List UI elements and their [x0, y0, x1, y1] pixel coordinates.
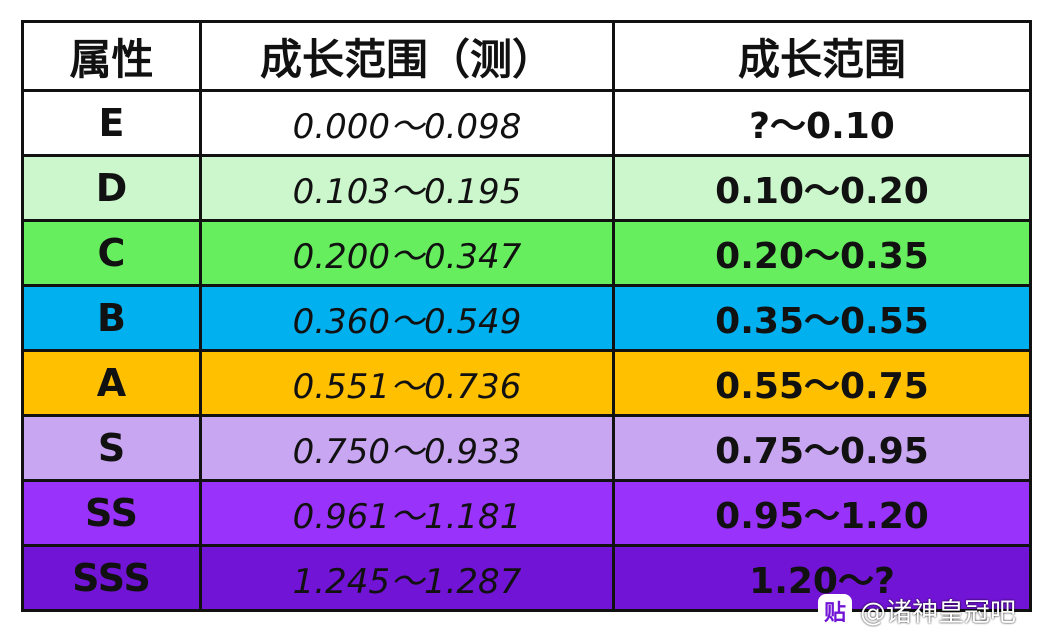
header-cell: 成长范围	[612, 20, 1032, 92]
table-cell: SS	[21, 479, 202, 547]
table-cell: 0.551～0.736	[199, 349, 615, 417]
table-cell: 0.750～0.933	[199, 414, 615, 482]
table-row: A 0.551～0.736 0.55～0.75	[21, 349, 1032, 417]
table-cell: E	[21, 89, 202, 157]
table-cell: 0.55～0.75	[612, 349, 1032, 417]
table-cell: 0.961～1.181	[199, 479, 615, 547]
watermark-text: @诸神皇冠吧	[860, 598, 1017, 628]
table-cell: 0.20～0.35	[612, 219, 1032, 287]
header-row: 属性 成长范围（测） 成长范围	[21, 20, 1032, 92]
table-cell: 0.35～0.55	[612, 284, 1032, 352]
table-header: 属性 成长范围（测） 成长范围	[21, 20, 1032, 92]
table-row: D 0.103～0.195 0.10～0.20	[21, 154, 1032, 222]
table-row: B 0.360～0.549 0.35～0.55	[21, 284, 1032, 352]
table-cell: 0.10～0.20	[612, 154, 1032, 222]
table-cell: C	[21, 219, 202, 287]
table-cell: 0.200～0.347	[199, 219, 615, 287]
header-cell: 属性	[21, 20, 202, 92]
table-cell: B	[21, 284, 202, 352]
table-row: C 0.200～0.347 0.20～0.35	[21, 219, 1032, 287]
table-cell: 0.75～0.95	[612, 414, 1032, 482]
table-cell: 0.103～0.195	[199, 154, 615, 222]
table-row: S 0.750～0.933 0.75～0.95	[21, 414, 1032, 482]
table-cell: 0.000～0.098	[199, 89, 615, 157]
table-cell: SSS	[21, 544, 202, 612]
table-cell: 0.95～1.20	[612, 479, 1032, 547]
table-row: SS 0.961～1.181 0.95～1.20	[21, 479, 1032, 547]
header-cell: 成长范围（测）	[199, 20, 615, 92]
table-body: E 0.000～0.098 ?～0.10 D 0.103～0.195 0.10～0.20 C…	[21, 89, 1032, 612]
table-row: E 0.000～0.098 ?～0.10	[21, 89, 1032, 157]
table-cell: ?～0.10	[612, 89, 1032, 157]
table-cell: A	[21, 349, 202, 417]
watermark: 贴 @诸神皇冠吧	[818, 592, 1016, 629]
table-cell: 1.245～1.287	[199, 544, 615, 612]
watermark-icon: 贴	[818, 593, 852, 628]
table-cell: S	[21, 414, 202, 482]
range-table: 属性 成长范围（测） 成长范围 E 0.000～0.098 ?～0.10 D 0.103～0…	[21, 20, 1032, 612]
table-cell: 0.360～0.549	[199, 284, 615, 352]
table-cell: D	[21, 154, 202, 222]
